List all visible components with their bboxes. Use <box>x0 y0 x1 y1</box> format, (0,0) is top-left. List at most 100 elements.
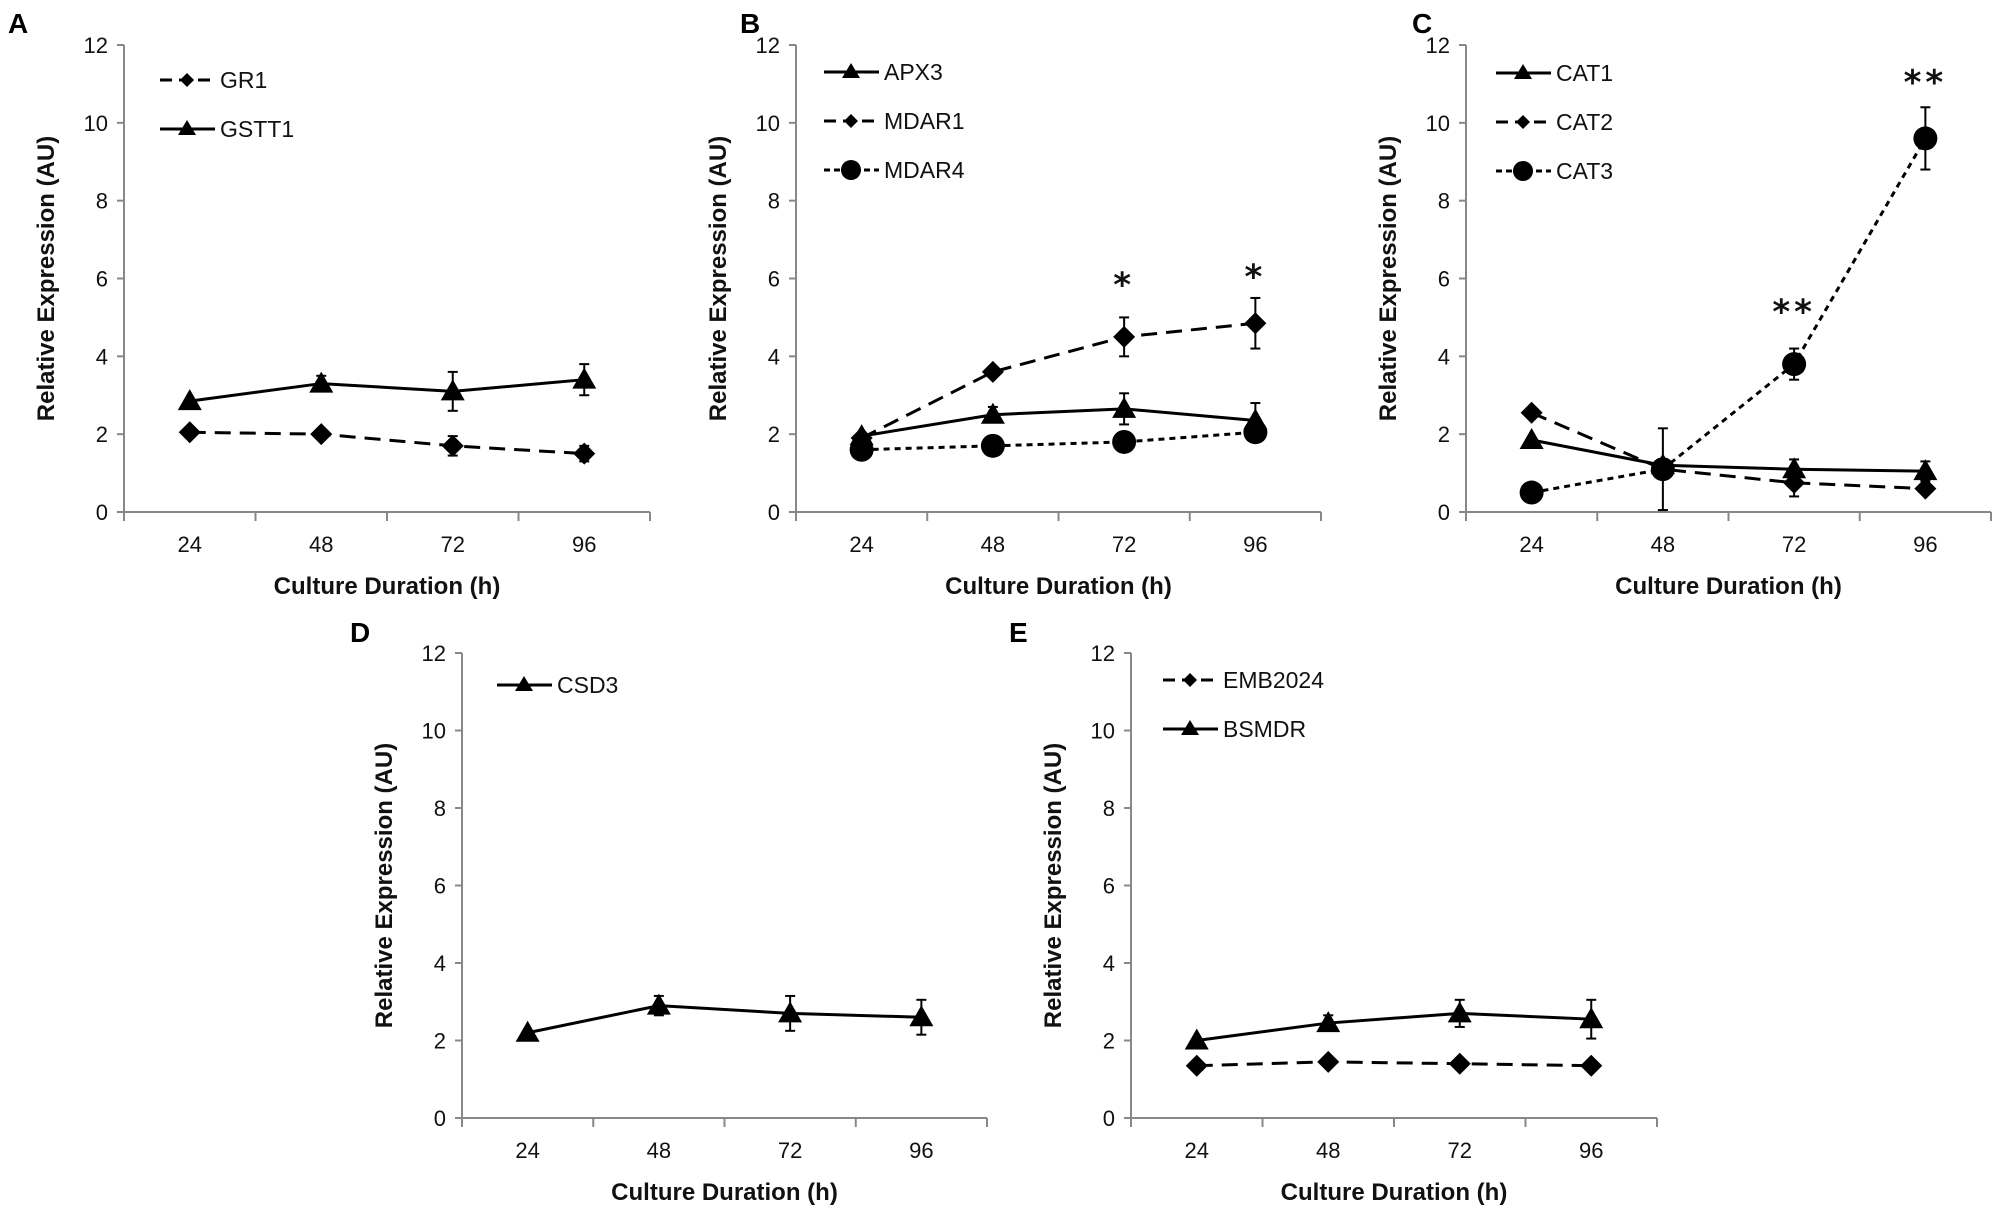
data-point <box>515 1020 540 1042</box>
data-point <box>573 442 596 465</box>
legend-marker <box>1516 115 1530 129</box>
y-axis-title: Relative Expression (AU) <box>1375 136 1402 421</box>
legend-marker <box>842 63 860 78</box>
significance-marker: ** <box>1904 63 1948 103</box>
data-point <box>1317 1050 1340 1073</box>
data-point <box>1913 459 1938 481</box>
y-tick-label: 12 <box>84 33 108 58</box>
x-tick-label: 96 <box>1579 1138 1603 1163</box>
x-tick-label: 72 <box>441 532 465 557</box>
legend-marker <box>841 160 861 180</box>
legend-label: CSD3 <box>557 672 618 698</box>
series-line <box>189 378 585 403</box>
x-tick-label: 72 <box>1112 532 1136 557</box>
y-tick-label: 4 <box>1103 951 1115 976</box>
legend-label: MDAR4 <box>884 157 965 183</box>
legend-label: APX3 <box>884 59 943 85</box>
x-axis-title: Culture Duration (h) <box>1615 573 1842 600</box>
legend-label: CAT1 <box>1556 60 1613 86</box>
legend-label: CAT3 <box>1556 158 1613 184</box>
panel-letter: D <box>350 617 370 648</box>
legend-label: GSTT1 <box>220 116 294 142</box>
panel-letter: A <box>8 8 28 39</box>
x-tick-label: 96 <box>1243 532 1267 557</box>
legend-marker <box>1183 673 1197 687</box>
data-point <box>1112 429 1137 454</box>
data-point <box>441 434 464 457</box>
x-axis-title: Culture Duration (h) <box>945 573 1172 600</box>
y-tick-label: 10 <box>84 111 108 136</box>
y-tick-label: 0 <box>96 500 108 525</box>
legend-label: CAT2 <box>1556 109 1613 135</box>
y-tick-label: 2 <box>768 422 780 447</box>
y-axis-title: Relative Expression (AU) <box>705 136 732 421</box>
y-tick-label: 2 <box>1438 422 1450 447</box>
data-point <box>1520 401 1543 424</box>
y-tick-label: 8 <box>96 189 108 214</box>
significance-marker: ** <box>1772 293 1816 333</box>
series-gr1 <box>178 421 596 465</box>
legend-marker <box>515 676 533 691</box>
data-point <box>1783 471 1806 494</box>
data-point <box>646 993 671 1015</box>
data-point <box>1316 1011 1341 1033</box>
x-tick-label: 96 <box>1913 532 1937 557</box>
y-tick-label: 8 <box>1103 796 1115 821</box>
data-point <box>1782 352 1807 377</box>
x-axis-title: Culture Duration (h) <box>274 573 501 600</box>
y-tick-label: 6 <box>768 267 780 292</box>
y-tick-label: 12 <box>1091 641 1115 666</box>
data-point <box>1914 477 1937 500</box>
y-tick-label: 6 <box>1103 874 1115 899</box>
series-line <box>861 407 1256 438</box>
y-tick-label: 4 <box>768 344 780 369</box>
data-point <box>1113 325 1136 348</box>
data-point <box>1448 1052 1471 1075</box>
data-point <box>1185 1054 1208 1077</box>
y-tick-label: 8 <box>1438 189 1450 214</box>
series-line <box>527 1004 922 1035</box>
y-tick-label: 4 <box>96 344 108 369</box>
data-point <box>849 437 874 462</box>
legend-marker <box>1514 64 1532 79</box>
x-axis-title: Culture Duration (h) <box>1281 1179 1508 1206</box>
legend-marker <box>180 73 194 87</box>
y-tick-label: 0 <box>768 500 780 525</box>
y-axis-title: Relative Expression (AU) <box>1040 743 1067 1028</box>
x-tick-label: 48 <box>309 532 333 557</box>
series-bsmdr <box>1184 998 1604 1050</box>
x-tick-label: 48 <box>1316 1138 1340 1163</box>
x-tick-label: 24 <box>1519 532 1543 557</box>
series-line <box>1196 1060 1592 1068</box>
significance-marker: * <box>1244 258 1266 298</box>
legend-label: GR1 <box>220 67 267 93</box>
data-point <box>177 389 202 411</box>
x-tick-label: 72 <box>778 1138 802 1163</box>
x-tick-label: 72 <box>1782 532 1806 557</box>
significance-marker: * <box>1113 265 1135 305</box>
y-tick-label: 2 <box>1103 1029 1115 1054</box>
data-point <box>178 421 201 444</box>
legend-marker <box>1513 161 1533 181</box>
y-tick-label: 0 <box>434 1106 446 1131</box>
y-axis-title: Relative Expression (AU) <box>33 136 60 421</box>
y-tick-label: 12 <box>756 33 780 58</box>
x-tick-label: 96 <box>909 1138 933 1163</box>
y-tick-label: 6 <box>1438 267 1450 292</box>
series-line <box>861 430 1256 452</box>
series-line <box>1531 411 1926 491</box>
data-point <box>980 433 1005 458</box>
data-point <box>440 379 465 401</box>
series-emb2024 <box>1185 1050 1603 1077</box>
x-tick-label: 24 <box>515 1138 539 1163</box>
series-mdar1 <box>850 296 1267 450</box>
legend-marker <box>844 114 858 128</box>
data-point <box>310 423 333 446</box>
data-point <box>909 1005 934 1027</box>
data-point <box>1519 428 1544 450</box>
